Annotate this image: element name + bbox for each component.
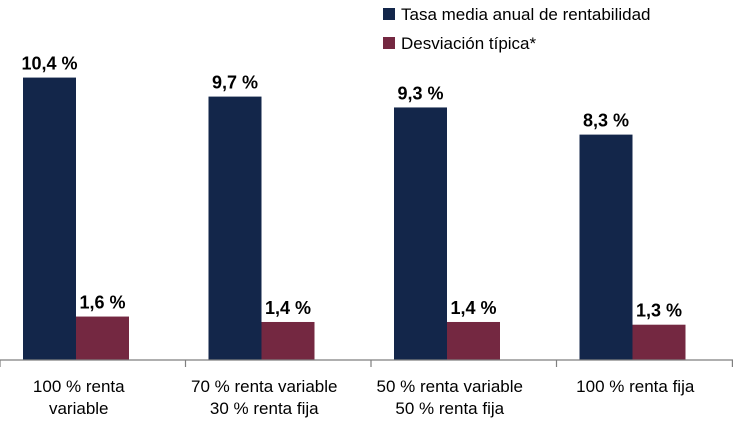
bar-series-1-cat-4 [579, 134, 633, 360]
bar-series-1-cat-2 [208, 96, 262, 360]
bar-series-2-cat-3 [447, 321, 500, 360]
data-label-series-2-cat-3: 1,4 % [450, 298, 496, 318]
data-label-series-1-cat-4: 8,3 % [583, 111, 629, 131]
value-labels: 10,4 % 9,7 % 9,3 % 8,3 % 1,6 % 1,4 % 1,4 % 1,3 … [21, 54, 682, 321]
category-label-4: 100 % renta fija [576, 377, 695, 396]
bar-series-2-cat-1 [76, 316, 129, 360]
data-label-series-1-cat-3: 9,3 % [397, 83, 443, 103]
legend-label-1: Tasa media anual de rentabilidad [401, 5, 651, 24]
legend-label-2: Desviación típica* [401, 34, 537, 53]
category-label-2: 70 % renta variable 30 % renta fija [191, 377, 337, 418]
legend-swatch-2 [383, 37, 395, 49]
category-label-1: 100 % renta variable [33, 377, 125, 418]
legend: Tasa media anual de rentabilidad Desviaci… [383, 5, 651, 53]
x-axis [0, 359, 733, 367]
category-labels: 100 % renta variable 70 % renta variable 30… [33, 377, 695, 418]
data-label-series-2-cat-4: 1,3 % [636, 301, 682, 321]
category-label-3: 50 % renta variable 50 % renta fija [377, 377, 523, 418]
bar-series-2-cat-4 [632, 324, 686, 360]
bar-series-1-cat-3 [394, 107, 447, 360]
bar-series-1-cat-1 [23, 77, 76, 361]
data-label-series-1-cat-1: 10,4 % [21, 54, 77, 74]
legend-swatch-1 [383, 8, 395, 20]
data-label-series-2-cat-1: 1,6 % [79, 293, 125, 313]
data-label-series-2-cat-2: 1,4 % [265, 298, 311, 318]
data-label-series-1-cat-2: 9,7 % [212, 73, 258, 93]
bars [23, 77, 686, 361]
bar-series-2-cat-2 [261, 321, 315, 360]
